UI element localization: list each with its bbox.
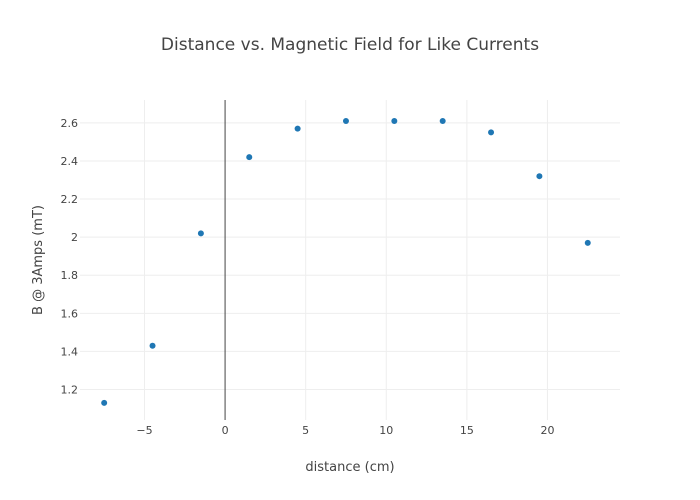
y-axis-label: B @ 3Amps (mT) <box>31 205 46 315</box>
y-tick-label: 1.8 <box>61 269 79 282</box>
data-point <box>197 230 204 237</box>
chart-title: Distance vs. Magnetic Field for Like Cur… <box>161 35 539 55</box>
data-point <box>246 154 253 161</box>
y-tick-labels: 1.2 1.4 1.6 1.8 2 2.2 2.4 2.6 <box>61 117 79 397</box>
y-tick-label: 2.2 <box>61 193 79 206</box>
data-point <box>536 173 543 180</box>
x-tick-label: 10 <box>379 424 393 437</box>
x-tick-label: 15 <box>460 424 474 437</box>
y-tick-label: 2.6 <box>61 117 79 130</box>
y-tick-label: 1.2 <box>61 384 79 397</box>
grid-layer <box>80 100 620 420</box>
x-tick-label: 0 <box>222 424 229 437</box>
x-tick-label: 20 <box>540 424 554 437</box>
y-tick-label: 1.6 <box>61 307 79 320</box>
y-tick-label: 1.4 <box>61 345 79 358</box>
x-tick-labels: −5 0 5 10 15 20 <box>136 424 554 437</box>
data-points <box>101 117 591 406</box>
x-axis-label: distance (cm) <box>305 460 394 475</box>
data-point <box>149 342 156 349</box>
y-tick-label: 2 <box>71 231 78 244</box>
data-point <box>342 117 349 124</box>
x-tick-label: −5 <box>136 424 152 437</box>
data-point <box>391 117 398 124</box>
y-tick-label: 2.4 <box>61 155 79 168</box>
data-point <box>584 239 591 246</box>
data-point <box>439 117 446 124</box>
data-point <box>488 129 495 136</box>
data-point <box>294 125 301 132</box>
data-point <box>101 399 108 406</box>
x-tick-label: 5 <box>302 424 309 437</box>
